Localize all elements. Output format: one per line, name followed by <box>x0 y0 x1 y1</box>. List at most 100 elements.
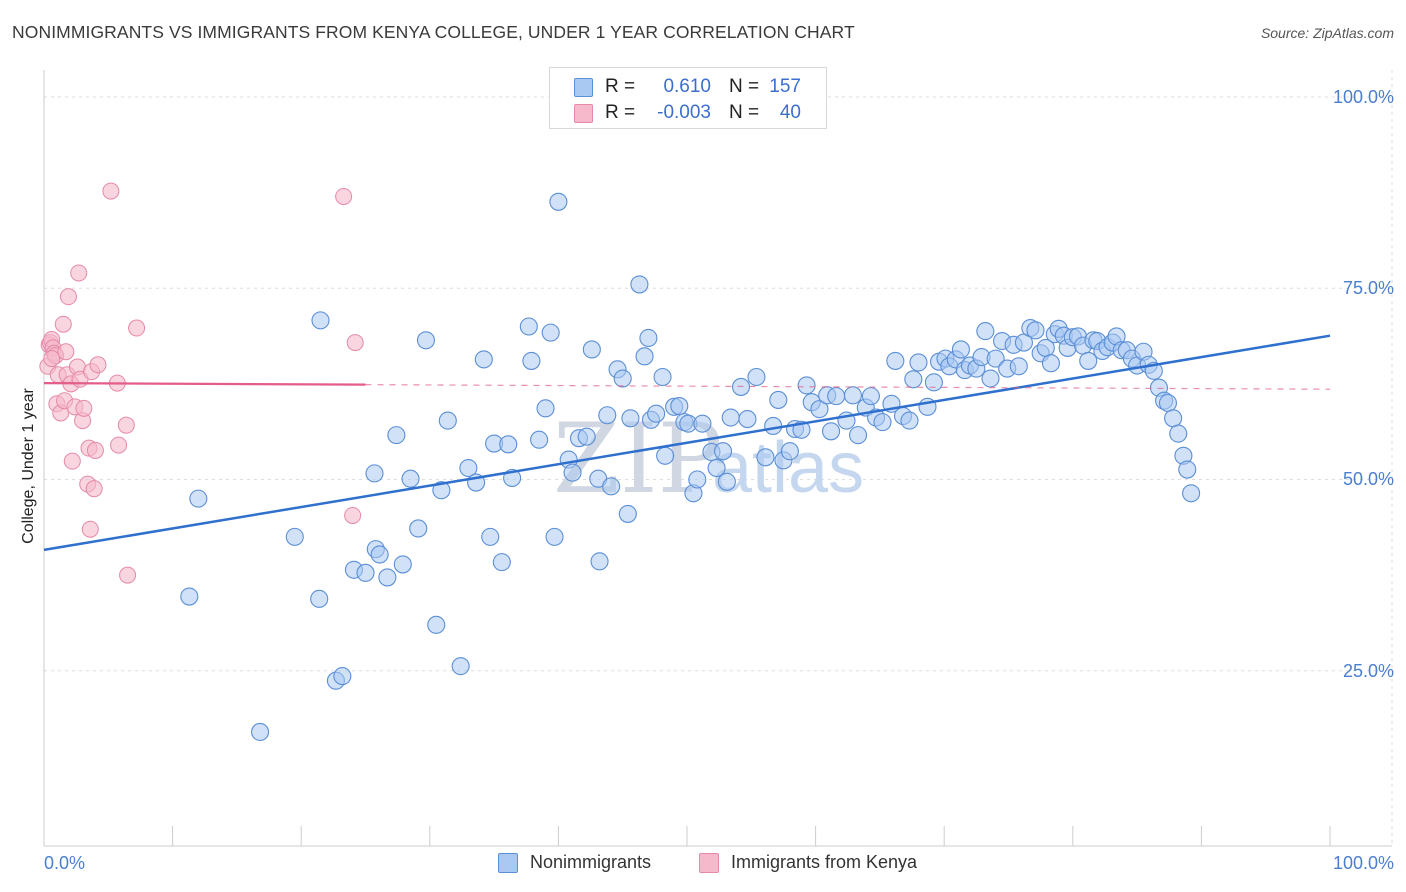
point-nonimmigrant-69 <box>721 408 740 427</box>
point-nonimmigrant-75 <box>769 390 788 409</box>
point-nonimmigrant-1 <box>180 587 199 606</box>
legend-n-value: 40 <box>779 102 801 123</box>
point-kenya-34 <box>119 566 137 584</box>
point-nonimmigrant-94 <box>886 351 905 370</box>
point-nonimmigrant-112 <box>986 349 1005 368</box>
trend-line-kenya-extension <box>365 384 1331 390</box>
point-nonimmigrant-66 <box>707 458 726 478</box>
point-kenya-30 <box>102 182 120 200</box>
point-nonimmigrant-35 <box>541 323 560 342</box>
point-nonimmigrant-42 <box>582 340 601 359</box>
y-tick-label-25: 25.0% <box>1343 661 1394 681</box>
point-nonimmigrant-80 <box>797 376 816 395</box>
point-nonimmigrant-3 <box>285 527 304 546</box>
point-nonimmigrant-15 <box>365 464 384 483</box>
point-kenya-28 <box>86 441 104 459</box>
point-nonimmigrant-150 <box>1178 460 1197 479</box>
point-nonimmigrant-31 <box>519 317 538 336</box>
point-nonimmigrant-71 <box>738 410 757 429</box>
point-nonimmigrant-88 <box>848 426 868 445</box>
correlation-legend: R = 0.610 N = 157 R = -0.003 N = 40 <box>549 67 827 129</box>
legend-r-label: R = <box>605 102 636 123</box>
point-nonimmigrant-111 <box>981 369 1000 388</box>
axes <box>43 70 1392 847</box>
point-nonimmigrant-11 <box>370 545 389 564</box>
point-kenya-22 <box>75 399 93 417</box>
bottom-legend-swatch-pink <box>699 852 719 873</box>
point-nonimmigrant-92 <box>873 413 892 432</box>
point-nonimmigrant-130 <box>1079 351 1098 370</box>
point-nonimmigrant-82 <box>810 400 829 419</box>
point-nonimmigrant-9 <box>356 563 375 582</box>
point-nonimmigrant-116 <box>1009 357 1028 376</box>
point-nonimmigrant-64 <box>693 414 712 433</box>
point-nonimmigrant-77 <box>780 442 799 461</box>
point-nonimmigrant-105 <box>951 340 970 359</box>
source-credit: Source: ZipAtlas.com <box>1260 25 1394 41</box>
point-nonimmigrant-51 <box>630 275 649 294</box>
point-nonimmigrant-72 <box>747 367 766 387</box>
point-nonimmigrant-17 <box>409 519 428 538</box>
point-kenya-27 <box>85 480 103 498</box>
point-nonimmigrant-98 <box>909 353 928 372</box>
point-nonimmigrant-36 <box>545 527 564 546</box>
point-nonimmigrant-34 <box>536 399 555 418</box>
point-nonimmigrant-46 <box>602 477 621 496</box>
point-nonimmigrant-13 <box>387 426 406 445</box>
y-tick-label-100: 100.0% <box>1333 87 1394 107</box>
point-nonimmigrant-56 <box>653 367 672 387</box>
point-nonimmigrant-16 <box>401 469 420 488</box>
point-nonimmigrant-29 <box>499 435 518 454</box>
point-kenya-29 <box>89 356 107 374</box>
point-nonimmigrant-63 <box>688 470 707 489</box>
point-kenya-25 <box>81 520 99 538</box>
bottom-legend-nonimmigrants[interactable]: Nonimmigrants <box>498 852 651 873</box>
point-nonimmigrant-21 <box>438 411 457 430</box>
legend-r-value: -0.003 <box>657 102 711 123</box>
point-nonimmigrant-119 <box>1026 321 1045 340</box>
legend-r-value: 0.610 <box>663 76 711 97</box>
point-nonimmigrant-55 <box>647 404 666 423</box>
point-nonimmigrant-14 <box>393 555 412 574</box>
point-nonimmigrant-84 <box>821 422 841 441</box>
point-nonimmigrant-73 <box>756 448 775 467</box>
point-nonimmigrant-7 <box>333 667 352 686</box>
legend-swatch-pink <box>574 103 593 123</box>
point-kenya-32 <box>110 436 128 454</box>
point-nonimmigrant-122 <box>1041 354 1060 373</box>
point-nonimmigrant-147 <box>1164 409 1183 428</box>
point-nonimmigrant-26 <box>481 527 500 546</box>
point-nonimmigrant-74 <box>764 416 783 436</box>
point-nonimmigrant-146 <box>1158 393 1178 413</box>
point-kenya-35 <box>128 319 146 337</box>
point-kenya-16 <box>63 452 81 470</box>
point-nonimmigrant-19 <box>427 615 446 634</box>
x-tick-label-100: 100.0% <box>1333 853 1394 873</box>
legend-row-kenya: R = -0.003 N = 40 <box>574 101 801 125</box>
legend-r-label: R = <box>605 76 636 97</box>
point-nonimmigrant-5 <box>311 311 330 330</box>
legend-n-value: 157 <box>769 76 801 97</box>
bottom-legend-label: Immigrants from Kenya <box>731 852 918 872</box>
point-nonimmigrant-87 <box>843 386 862 405</box>
point-nonimmigrant-25 <box>474 350 493 369</box>
trend-line-nonimmigrants <box>43 334 1331 552</box>
point-nonimmigrant-45 <box>598 406 617 425</box>
point-nonimmigrant-50 <box>621 409 640 428</box>
point-nonimmigrant-59 <box>670 397 689 416</box>
point-nonimmigrant-4 <box>310 589 329 608</box>
point-nonimmigrant-0 <box>189 489 208 508</box>
bottom-legend-kenya[interactable]: Immigrants from Kenya <box>699 852 917 873</box>
point-nonimmigrant-39 <box>563 463 582 482</box>
bottom-legend-label: Nonimmigrants <box>530 852 652 872</box>
point-nonimmigrant-67 <box>713 442 733 461</box>
point-nonimmigrant-68 <box>717 472 736 491</box>
y-tick-label-75: 75.0% <box>1343 278 1394 298</box>
point-nonimmigrant-52 <box>635 347 654 366</box>
point-nonimmigrant-96 <box>900 411 919 430</box>
point-nonimmigrant-57 <box>656 446 675 465</box>
point-kenya-33 <box>117 416 135 434</box>
point-nonimmigrant-32 <box>522 351 541 370</box>
point-nonimmigrant-23 <box>459 458 478 478</box>
